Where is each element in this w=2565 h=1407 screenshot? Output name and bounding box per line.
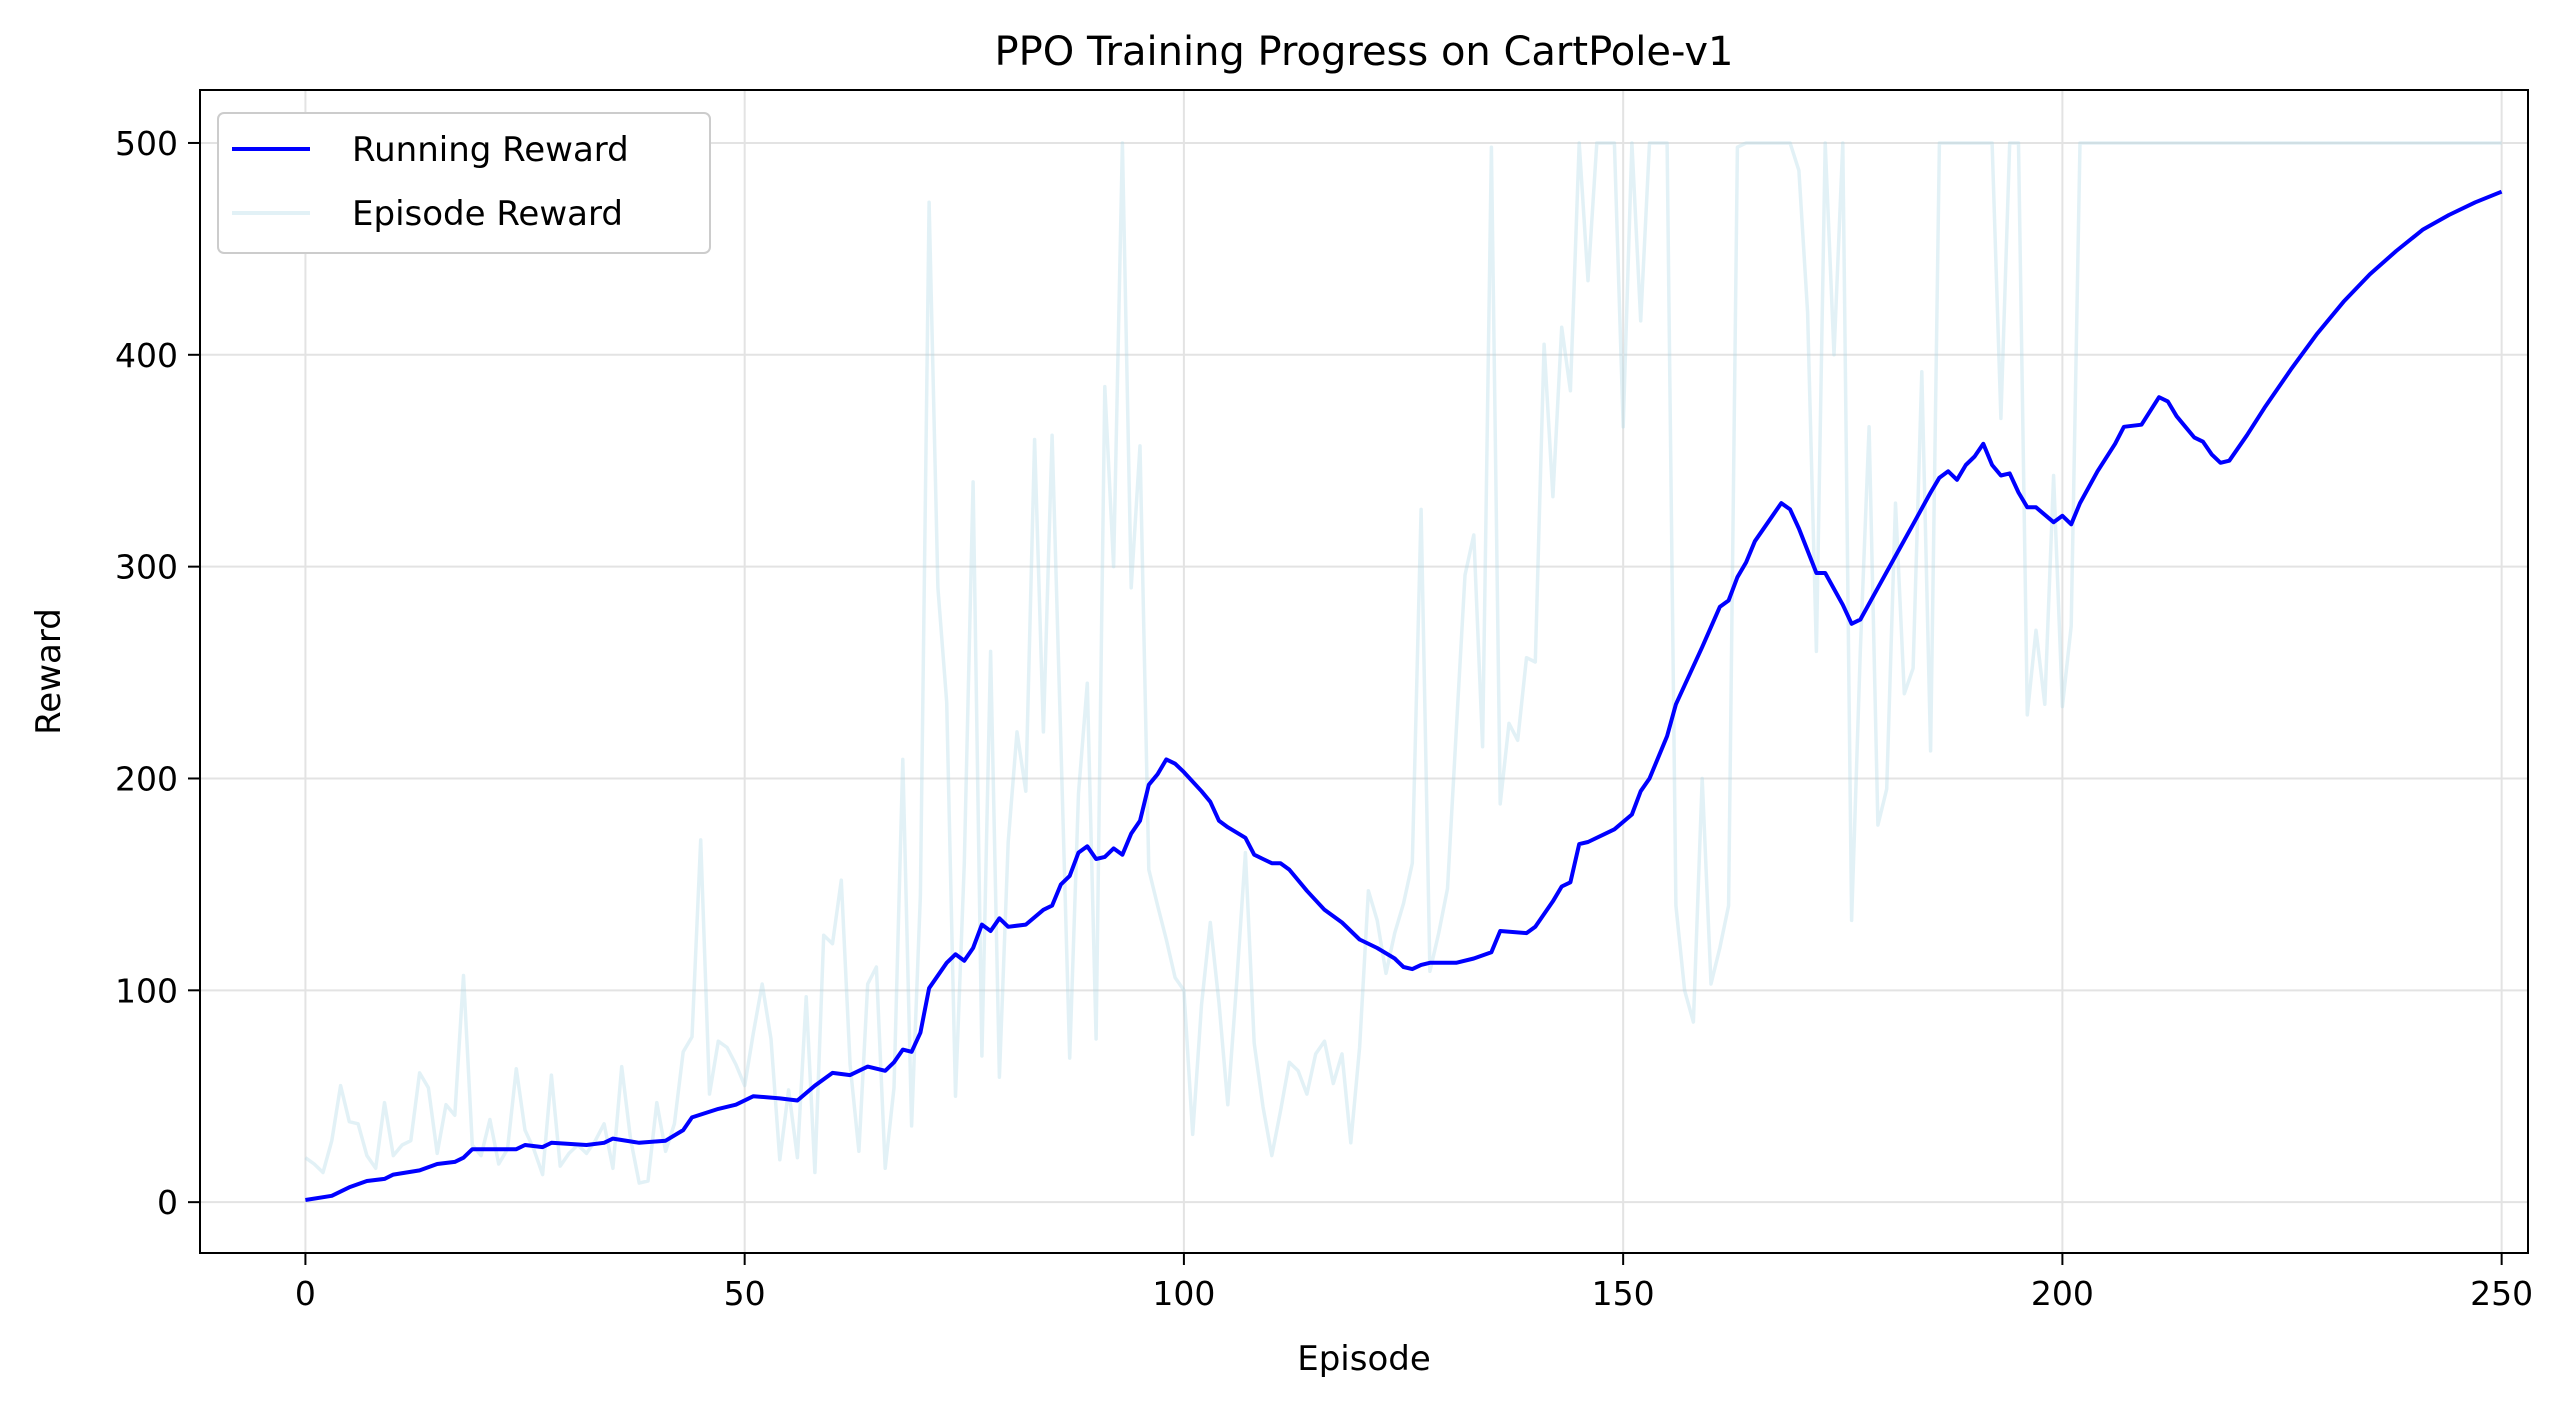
x-tick-label: 150	[1592, 1274, 1655, 1313]
y-tick-label: 300	[115, 548, 178, 587]
legend-box	[217, 112, 711, 254]
legend-label-running-reward: Running Reward	[352, 130, 629, 170]
y-tick-label: 500	[115, 124, 178, 163]
y-axis-label: Reward	[29, 608, 69, 735]
grid	[200, 90, 2528, 1253]
legend-label-episode-reward: Episode Reward	[352, 194, 623, 234]
plot-lines	[304, 141, 2503, 1202]
x-tick-label: 250	[2470, 1274, 2533, 1313]
plot-frame	[199, 89, 2529, 1254]
y-tick-label: 400	[115, 336, 178, 375]
chart-title: PPO Training Progress on CartPole-v1	[995, 29, 1734, 75]
x-tick-label: 200	[2031, 1274, 2094, 1313]
axis-ticks: 0 50 100 150 200 250 0 100 200 300 400 500	[115, 124, 2533, 1313]
y-tick-label: 200	[115, 759, 178, 798]
legend: Running Reward Episode Reward	[217, 112, 711, 254]
y-tick-label: 0	[157, 1183, 178, 1222]
running-reward-line	[305, 189, 2503, 1202]
x-tick-label: 0	[295, 1274, 316, 1313]
episode-reward-line	[304, 141, 2502, 1185]
x-tick-label: 50	[724, 1274, 766, 1313]
x-tick-label: 100	[1152, 1274, 1215, 1313]
x-axis-label: Episode	[1297, 1339, 1431, 1379]
y-tick-label: 100	[115, 971, 178, 1010]
